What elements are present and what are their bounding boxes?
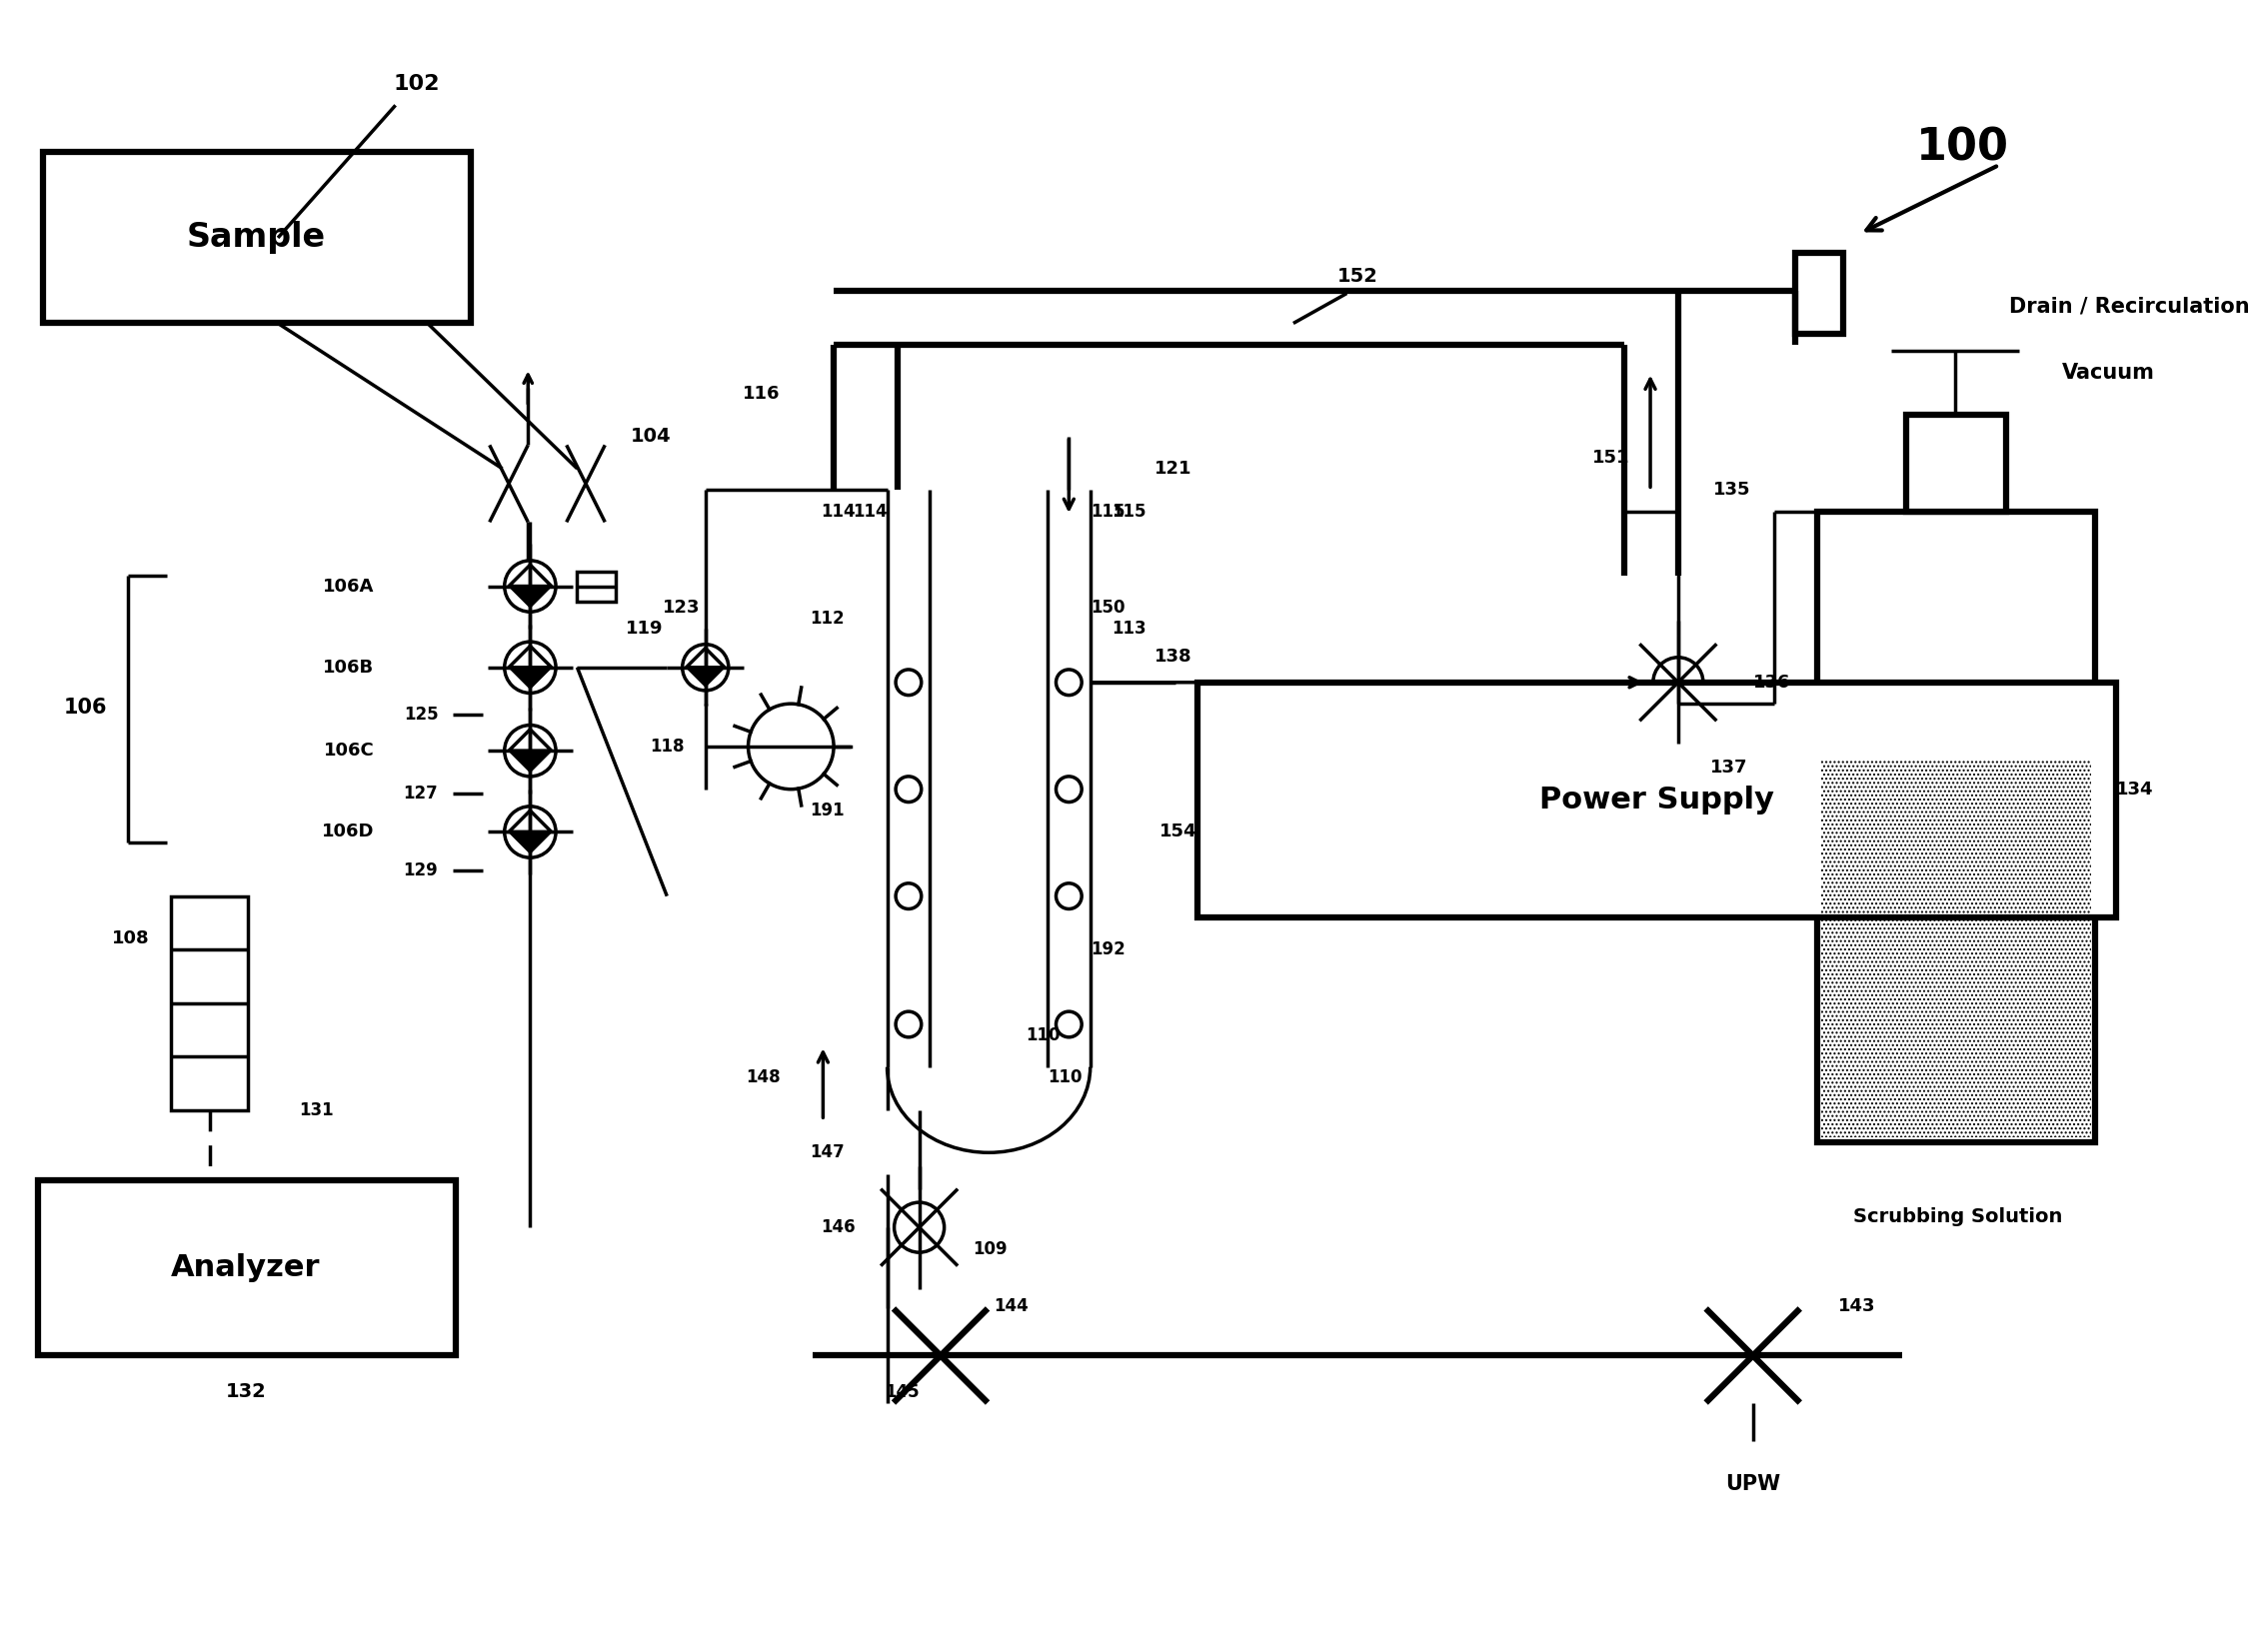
Polygon shape bbox=[508, 750, 551, 772]
Bar bbox=[1198, 683, 2116, 917]
Text: 150: 150 bbox=[1091, 599, 1125, 617]
Text: 114: 114 bbox=[821, 503, 855, 521]
Text: 106B: 106B bbox=[322, 658, 374, 676]
Text: 116: 116 bbox=[744, 384, 780, 402]
Text: 136: 136 bbox=[1753, 673, 1789, 691]
Text: Vacuum: Vacuum bbox=[2062, 363, 2155, 383]
Text: 113: 113 bbox=[1111, 620, 1145, 638]
Text: 129: 129 bbox=[404, 861, 438, 879]
Text: 192: 192 bbox=[1091, 940, 1125, 958]
Text: Drain / Recirculation: Drain / Recirculation bbox=[2009, 297, 2250, 317]
Text: 110: 110 bbox=[1025, 1026, 1061, 1044]
Text: 145: 145 bbox=[885, 1384, 919, 1402]
Text: 123: 123 bbox=[662, 599, 701, 617]
Bar bbox=[43, 152, 469, 323]
Text: 191: 191 bbox=[810, 801, 844, 820]
Text: 131: 131 bbox=[299, 1102, 333, 1118]
Text: 119: 119 bbox=[626, 620, 662, 638]
Bar bbox=[39, 1181, 456, 1355]
Bar bbox=[576, 571, 615, 602]
Text: 152: 152 bbox=[1338, 267, 1379, 285]
Text: Sample: Sample bbox=[186, 221, 327, 254]
Polygon shape bbox=[508, 585, 551, 607]
Text: 102: 102 bbox=[395, 74, 440, 94]
Text: 121: 121 bbox=[1154, 460, 1193, 478]
Text: 115: 115 bbox=[1111, 503, 1145, 521]
Polygon shape bbox=[508, 833, 551, 853]
Text: 143: 143 bbox=[1839, 1298, 1876, 1316]
Text: 115: 115 bbox=[1091, 503, 1125, 521]
Bar bbox=[1817, 511, 2096, 1141]
Text: 146: 146 bbox=[821, 1219, 855, 1237]
Text: 108: 108 bbox=[111, 930, 150, 948]
Text: 104: 104 bbox=[631, 427, 671, 447]
Text: 151: 151 bbox=[1592, 449, 1631, 467]
Text: 112: 112 bbox=[810, 608, 844, 627]
Text: Scrubbing Solution: Scrubbing Solution bbox=[1853, 1207, 2064, 1227]
Text: 147: 147 bbox=[810, 1144, 844, 1161]
Text: 137: 137 bbox=[1710, 759, 1749, 777]
Text: 106: 106 bbox=[64, 698, 107, 717]
Text: 127: 127 bbox=[404, 785, 438, 803]
Text: 109: 109 bbox=[973, 1240, 1007, 1258]
Text: 118: 118 bbox=[649, 737, 685, 755]
Text: 106A: 106A bbox=[322, 577, 374, 595]
Text: 100: 100 bbox=[1916, 127, 2009, 170]
Text: 110: 110 bbox=[1048, 1069, 1082, 1087]
Text: 125: 125 bbox=[404, 706, 438, 724]
Text: Power Supply: Power Supply bbox=[1540, 785, 1774, 815]
Text: Analyzer: Analyzer bbox=[170, 1253, 320, 1283]
Polygon shape bbox=[687, 668, 726, 686]
Text: 106C: 106C bbox=[324, 742, 374, 760]
Bar bbox=[1821, 759, 2091, 1138]
Text: 144: 144 bbox=[993, 1298, 1030, 1316]
Text: UPW: UPW bbox=[1726, 1474, 1780, 1494]
Text: 135: 135 bbox=[1712, 482, 1751, 500]
Polygon shape bbox=[508, 668, 551, 689]
Text: 138: 138 bbox=[1154, 648, 1193, 666]
Text: 154: 154 bbox=[1159, 823, 1198, 841]
Text: 114: 114 bbox=[853, 503, 887, 521]
Text: 148: 148 bbox=[746, 1069, 780, 1087]
Text: 132: 132 bbox=[225, 1382, 265, 1402]
Bar bbox=[1796, 252, 1842, 335]
Bar bbox=[170, 895, 247, 1110]
Bar bbox=[1905, 416, 2005, 511]
Text: 106D: 106D bbox=[322, 823, 374, 841]
Text: 134: 134 bbox=[2116, 780, 2155, 798]
